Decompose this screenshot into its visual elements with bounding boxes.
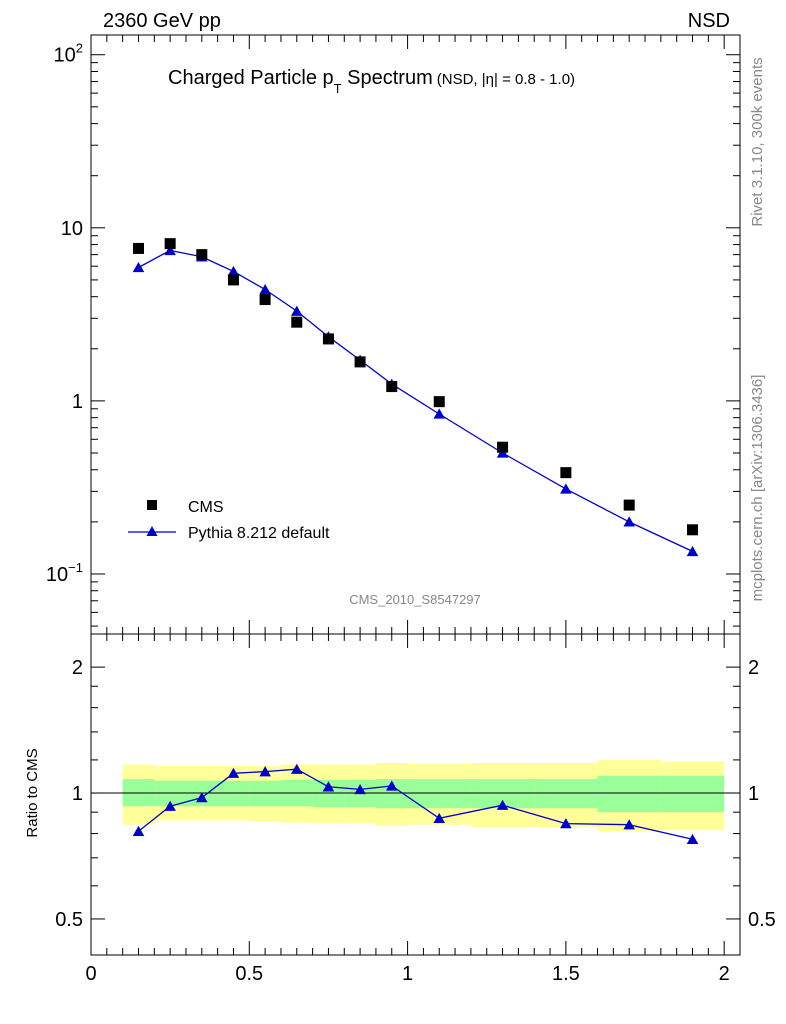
mc-data-point [623, 516, 635, 527]
legend-mc-marker [146, 526, 158, 536]
mc-ratio-point [623, 819, 635, 830]
mc-ratio-point [291, 763, 303, 774]
mc-data-point [433, 408, 446, 419]
cms-data-point [259, 294, 271, 306]
y-tick-label: 10 [61, 218, 83, 240]
ratio-y-tick-label-right: 2 [748, 657, 759, 679]
y-tick-label: 1 [72, 391, 83, 413]
mc-ratio-point [322, 781, 335, 792]
ratio-plot-panel: 0.5 0.5 1 1 2 2 0 0.5 1 1.5 2 Ratio to CMS [24, 633, 776, 985]
mc-ratio-point [354, 783, 366, 795]
legend: CMS Pythia 8.212 default [128, 499, 330, 542]
main-plot-panel: 10−1 1 10 102 Charged Particle pT Spectrum(… [46, 34, 741, 635]
ratio-band-inner [534, 779, 598, 809]
y-tick-label: 102 [54, 41, 83, 67]
ratio-uncertainty-bands [122, 759, 725, 832]
cms-data-point [227, 274, 239, 286]
legend-mc-label: Pythia 8.212 default [188, 525, 330, 542]
mc-data-point [164, 244, 176, 256]
legend-cms-label: CMS [188, 499, 224, 516]
x-tick-label: 2 [719, 963, 730, 985]
cms-data-point [291, 316, 303, 328]
ratio-band-inner [597, 775, 661, 813]
cms-data-point [386, 381, 398, 393]
mc-ratio-point [686, 833, 699, 845]
cms-data-point [623, 499, 635, 511]
cms-data-point [433, 396, 445, 408]
x-tick-label: 1 [402, 963, 413, 985]
ratio-y-tick-label-left: 1 [72, 783, 83, 805]
cms-data-point [560, 467, 572, 479]
ratio-axis-ticks [90, 634, 740, 955]
x-tick-label: 0.5 [235, 963, 263, 985]
mc-ratio-markers [132, 763, 699, 845]
cms-data-point [196, 249, 208, 261]
mc-ratio-point [227, 767, 240, 778]
mc-data-point [291, 305, 303, 316]
mc-ratio-line [138, 768, 693, 840]
ratio-y-tick-label-left: 0.5 [55, 909, 83, 931]
mc-ratio-point [496, 799, 509, 810]
x-tick-label: 0 [85, 963, 96, 985]
mc-ratio-point [132, 825, 145, 836]
mc-data-point [132, 261, 145, 273]
cms-data-point [497, 441, 509, 453]
mc-data-point [259, 284, 271, 295]
ratio-y-tick-label-left: 2 [72, 657, 83, 679]
watermark-label: CMS_2010_S8547297 [349, 592, 481, 607]
rivet-version-label: Rivet 3.1.10, 300k events [749, 57, 766, 226]
cms-data-point [354, 356, 366, 368]
ratio-y-tick-label-right: 0.5 [748, 909, 776, 931]
ratio-y-tick-label-right: 1 [748, 783, 759, 805]
mc-ratio-point [385, 780, 398, 791]
mc-data-point [227, 265, 240, 277]
chart-title: Charged Particle pT Spectrum (NSD, |η| = … [168, 67, 575, 96]
main-plot-frame [90, 34, 741, 635]
mc-ratio-point [259, 766, 271, 777]
mcplots-label: mcplots.cern.ch [arXiv:1306.3436] [749, 375, 766, 602]
header-right-label: NSD [688, 10, 730, 32]
x-tick-labels: 0 0.5 1 1.5 2 [85, 963, 729, 985]
ratio-plot-frame [90, 633, 741, 956]
ratio-band-inner [660, 775, 725, 813]
legend-cms-marker [147, 500, 157, 510]
mc-ratio-point [433, 812, 446, 824]
cms-data-point [322, 333, 334, 345]
mc-ratio-point [164, 800, 176, 811]
cms-data-point [132, 242, 144, 254]
x-tick-label: 1.5 [552, 963, 580, 985]
cms-data-point [687, 524, 699, 536]
main-y-tick-labels: 10−1 1 10 102 [46, 41, 83, 586]
ratio-y-tick-labels: 0.5 0.5 1 1 2 2 [55, 657, 776, 931]
mc-ratio-point [560, 818, 572, 829]
y-tick-label: 10−1 [46, 560, 83, 586]
mc-data-point [560, 483, 572, 494]
mc-ratio-point [196, 792, 208, 803]
header-left-label: 2360 GeV pp [103, 10, 221, 32]
mc-data-point [686, 545, 699, 557]
main-axis-ticks [90, 35, 740, 634]
ratio-y-axis-label: Ratio to CMS [24, 748, 41, 837]
cms-data-markers [132, 238, 699, 536]
cms-data-point [164, 238, 176, 250]
